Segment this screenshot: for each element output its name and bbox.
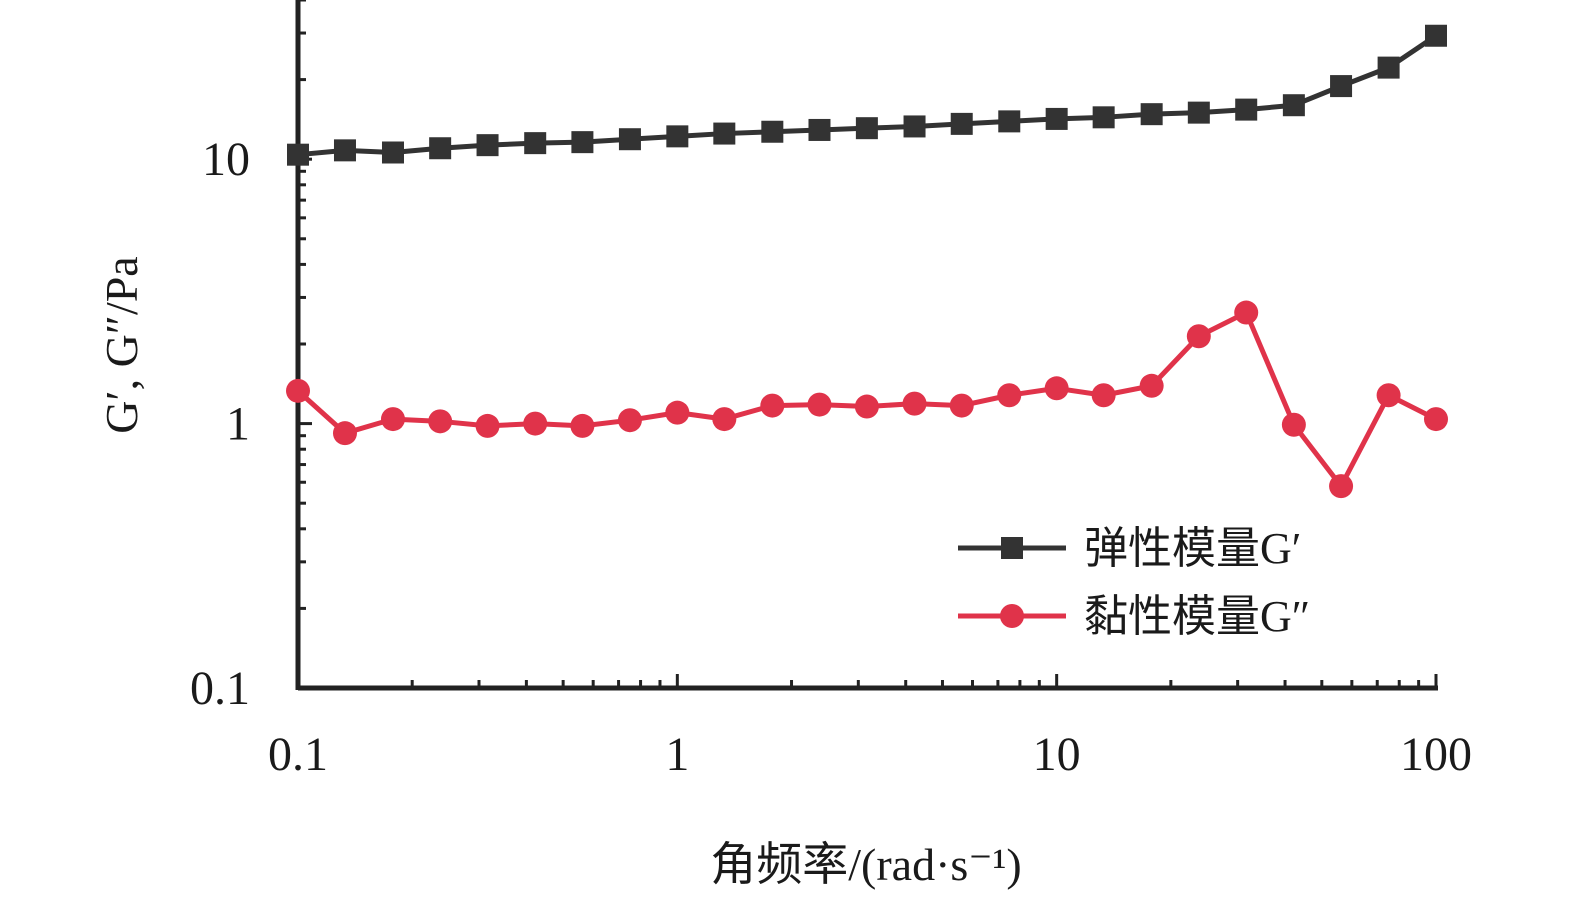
legend: 弹性模量G′ 黏性模量G″ [958, 524, 1310, 641]
data-point-circle [380, 407, 405, 432]
data-point-square [1235, 98, 1258, 121]
data-point-square [429, 137, 452, 160]
x-tick-label: 10 [1033, 728, 1081, 781]
legend-marker-square [1001, 537, 1023, 559]
data-point-square [571, 131, 594, 154]
data-point-square [524, 132, 547, 155]
data-point-square [713, 122, 736, 145]
data-point-square [333, 139, 356, 162]
series-loss-modulus [286, 300, 1448, 499]
data-point-circle [760, 393, 785, 418]
data-point-circle [949, 393, 974, 418]
legend-item: 黏性模量G″ [958, 592, 1310, 641]
data-point-circle [475, 413, 500, 438]
x-tick-label: 0.1 [268, 728, 328, 781]
data-point-circle [570, 413, 595, 438]
data-point-circle [1376, 383, 1401, 408]
data-point-circle [1424, 407, 1448, 432]
data-point-square [287, 143, 309, 166]
y-tick-label: 1 [226, 398, 250, 451]
data-point-square [998, 110, 1021, 133]
data-point-square [1282, 94, 1305, 117]
legend-marker-circle [1000, 604, 1024, 628]
data-point-square [381, 141, 404, 164]
data-point-circle [1139, 373, 1164, 398]
data-point-square [761, 120, 784, 143]
data-point-circle [665, 400, 690, 425]
data-point-circle [1044, 376, 1069, 401]
data-point-circle [712, 407, 737, 432]
y-tick-label: 10 [202, 133, 250, 186]
data-point-circle [807, 392, 832, 417]
data-point-square [855, 117, 878, 140]
data-point-circle [1234, 300, 1259, 325]
data-point-square [1140, 103, 1163, 126]
data-point-circle [1186, 324, 1211, 349]
data-point-square [950, 112, 973, 135]
data-point-circle [1091, 383, 1116, 408]
data-point-circle [1281, 412, 1306, 437]
x-axis-title: 角频率/(rad·s⁻¹) [710, 839, 1021, 890]
data-point-square [1187, 101, 1210, 124]
legend-label: 弹性模量G′ [1084, 524, 1301, 573]
x-tick-label: 100 [1400, 728, 1472, 781]
data-point-circle [617, 408, 642, 433]
axes: 0.1 1 10 100 0.1 1 10 [190, 0, 1472, 781]
data-point-circle [332, 421, 357, 446]
data-point-square [808, 118, 831, 141]
data-point-circle [997, 383, 1022, 408]
data-point-square [1045, 107, 1068, 130]
legend-item: 弹性模量G′ [958, 524, 1301, 573]
data-point-square [476, 134, 499, 157]
x-tick-label: 1 [665, 728, 689, 781]
data-point-circle [428, 409, 453, 434]
series-layer [286, 24, 1448, 499]
data-point-circle [902, 391, 927, 416]
data-point-circle [286, 378, 310, 403]
data-point-square [1330, 75, 1353, 98]
y-tick-label: 0.1 [190, 662, 250, 715]
data-point-circle [854, 394, 879, 419]
legend-label: 黏性模量G″ [1084, 592, 1310, 641]
data-point-circle [1329, 474, 1354, 499]
series-storage-modulus [287, 24, 1447, 166]
y-axis-title: G′, G″/Pa [96, 256, 147, 433]
data-point-square [1425, 24, 1447, 47]
data-point-square [1092, 106, 1115, 129]
data-point-square [666, 125, 689, 148]
data-point-square [1377, 56, 1400, 79]
data-point-circle [523, 411, 548, 436]
data-point-square [903, 115, 926, 138]
data-point-square [618, 128, 641, 151]
